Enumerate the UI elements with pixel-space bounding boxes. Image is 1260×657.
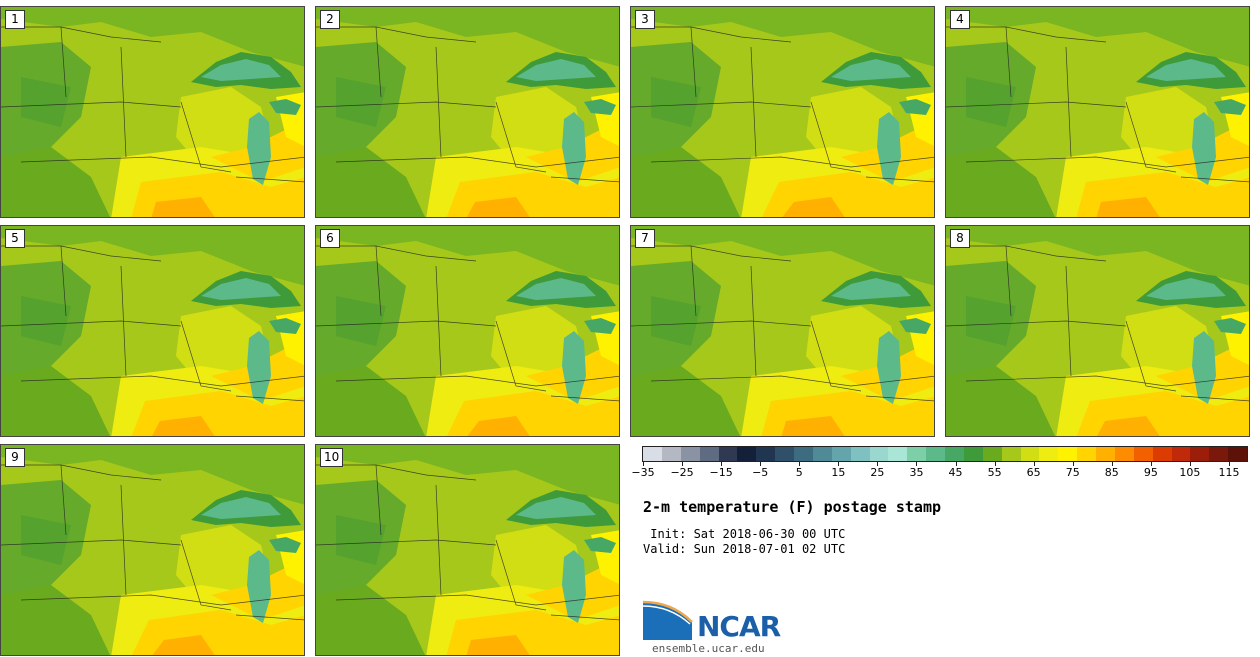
colorbar-tick-labels: −35 −25 −15 −5 5 15 25 35 45 55 65 75 85 95 105 115 <box>0 462 1260 480</box>
colorbar-tick-mark <box>994 462 996 466</box>
colorbar-tick: 95 <box>1143 466 1158 479</box>
colorbar-swatch <box>850 447 870 461</box>
colorbar-tick-mark <box>682 462 684 466</box>
colorbar-tick-mark <box>1150 462 1152 466</box>
colorbar-tick: 65 <box>1026 466 1041 479</box>
figure-title: 2-m temperature (F) postage stamp <box>643 498 942 516</box>
colorbar-tick: 105 <box>1179 466 1201 479</box>
colorbar-swatch <box>1077 447 1096 461</box>
colorbar-swatch <box>982 447 1002 461</box>
colorbar-tick-mark <box>916 462 918 466</box>
colorbar-swatch <box>1114 447 1134 461</box>
colorbar-swatch <box>661 447 681 461</box>
ensemble-member-map: 5 <box>0 225 305 437</box>
colorbar-tick: 15 <box>831 466 846 479</box>
colorbar-swatch <box>1058 447 1078 461</box>
member-number-label: 6 <box>320 229 340 248</box>
colorbar-swatch <box>1152 447 1172 461</box>
colorbar-swatch <box>794 447 813 461</box>
colorbar-swatch <box>643 447 662 461</box>
ensemble-member-map: 4 <box>945 6 1250 218</box>
colorbar-swatch <box>775 447 794 461</box>
colorbar-swatch <box>869 447 889 461</box>
member-number-label: 5 <box>5 229 25 248</box>
valid-time: Valid: Sun 2018-07-01 02 UTC <box>643 542 846 556</box>
colorbar-swatch <box>1039 447 1059 461</box>
colorbar-swatch <box>1228 447 1247 461</box>
colorbar-swatch <box>926 447 945 461</box>
colorbar-tick-mark <box>838 462 840 466</box>
ensemble-member-map: 7 <box>630 225 935 437</box>
ensemble-member-map: 10 <box>315 444 620 656</box>
colorbar-swatch <box>812 447 832 461</box>
ensemble-member-map: 3 <box>630 6 935 218</box>
colorbar-swatch <box>963 447 983 461</box>
colorbar-tick: 85 <box>1104 466 1119 479</box>
colorbar-tick: −15 <box>709 466 733 479</box>
colorbar-tick: 25 <box>870 466 885 479</box>
member-number-label: 1 <box>5 10 25 29</box>
colorbar-tick: 55 <box>987 466 1002 479</box>
ncar-logo-text: NCAR <box>697 610 781 643</box>
ncar-logo-icon <box>642 600 693 640</box>
member-number-label: 8 <box>950 229 970 248</box>
colorbar-swatch <box>907 447 927 461</box>
member-number-label: 4 <box>950 10 970 29</box>
ensemble-member-map: 2 <box>315 6 620 218</box>
colorbar-swatch <box>831 447 851 461</box>
colorbar-tick-mark <box>643 462 644 466</box>
colorbar-tick-mark <box>877 462 879 466</box>
colorbar-tick-mark <box>1033 462 1035 466</box>
ensemble-member-map: 9 <box>0 444 305 656</box>
ensemble-member-map: 1 <box>0 6 305 218</box>
colorbar-tick-mark <box>760 462 762 466</box>
member-number-label: 2 <box>320 10 340 29</box>
colorbar-tick-mark <box>1229 462 1230 466</box>
member-number-label: 10 <box>320 448 344 467</box>
colorbar-tick-mark <box>1111 462 1113 466</box>
member-number-label: 7 <box>635 229 655 248</box>
colorbar-tick: 75 <box>1065 466 1080 479</box>
member-number-label: 9 <box>5 448 25 467</box>
colorbar-tick-mark <box>1189 462 1191 466</box>
colorbar-tick: 115 <box>1218 466 1240 479</box>
colorbar-tick: −5 <box>752 466 769 479</box>
init-time: Init: Sat 2018-06-30 00 UTC <box>643 527 846 541</box>
member-number-label: 3 <box>635 10 655 29</box>
colorbar-swatch <box>1001 447 1021 461</box>
colorbar-swatch <box>1096 447 1115 461</box>
colorbar-swatch <box>1133 447 1153 461</box>
temperature-colorbar <box>642 446 1248 462</box>
colorbar-tick: 35 <box>909 466 924 479</box>
colorbar-swatch <box>888 447 908 461</box>
ensemble-url: ensemble.ucar.edu <box>652 642 765 655</box>
ensemble-member-map: 8 <box>945 225 1250 437</box>
ensemble-member-map: 6 <box>315 225 620 437</box>
colorbar-swatch <box>1171 447 1191 461</box>
colorbar-tick-mark <box>955 462 957 466</box>
colorbar-swatch <box>699 447 719 461</box>
colorbar-swatch <box>1190 447 1210 461</box>
colorbar-swatch <box>1209 447 1229 461</box>
colorbar-tick: −35 <box>631 466 655 479</box>
colorbar-tick: 45 <box>948 466 963 479</box>
colorbar-swatch <box>1020 447 1040 461</box>
colorbar-tick: −25 <box>670 466 694 479</box>
colorbar-tick-mark <box>799 462 801 466</box>
colorbar-swatch <box>945 447 964 461</box>
colorbar-swatch <box>756 447 776 461</box>
colorbar-swatch <box>718 447 738 461</box>
colorbar-swatch <box>680 447 700 461</box>
colorbar-tick-mark <box>721 462 723 466</box>
colorbar-swatch <box>737 447 757 461</box>
colorbar-tick-mark <box>1072 462 1074 466</box>
colorbar-tick: 5 <box>795 466 803 479</box>
